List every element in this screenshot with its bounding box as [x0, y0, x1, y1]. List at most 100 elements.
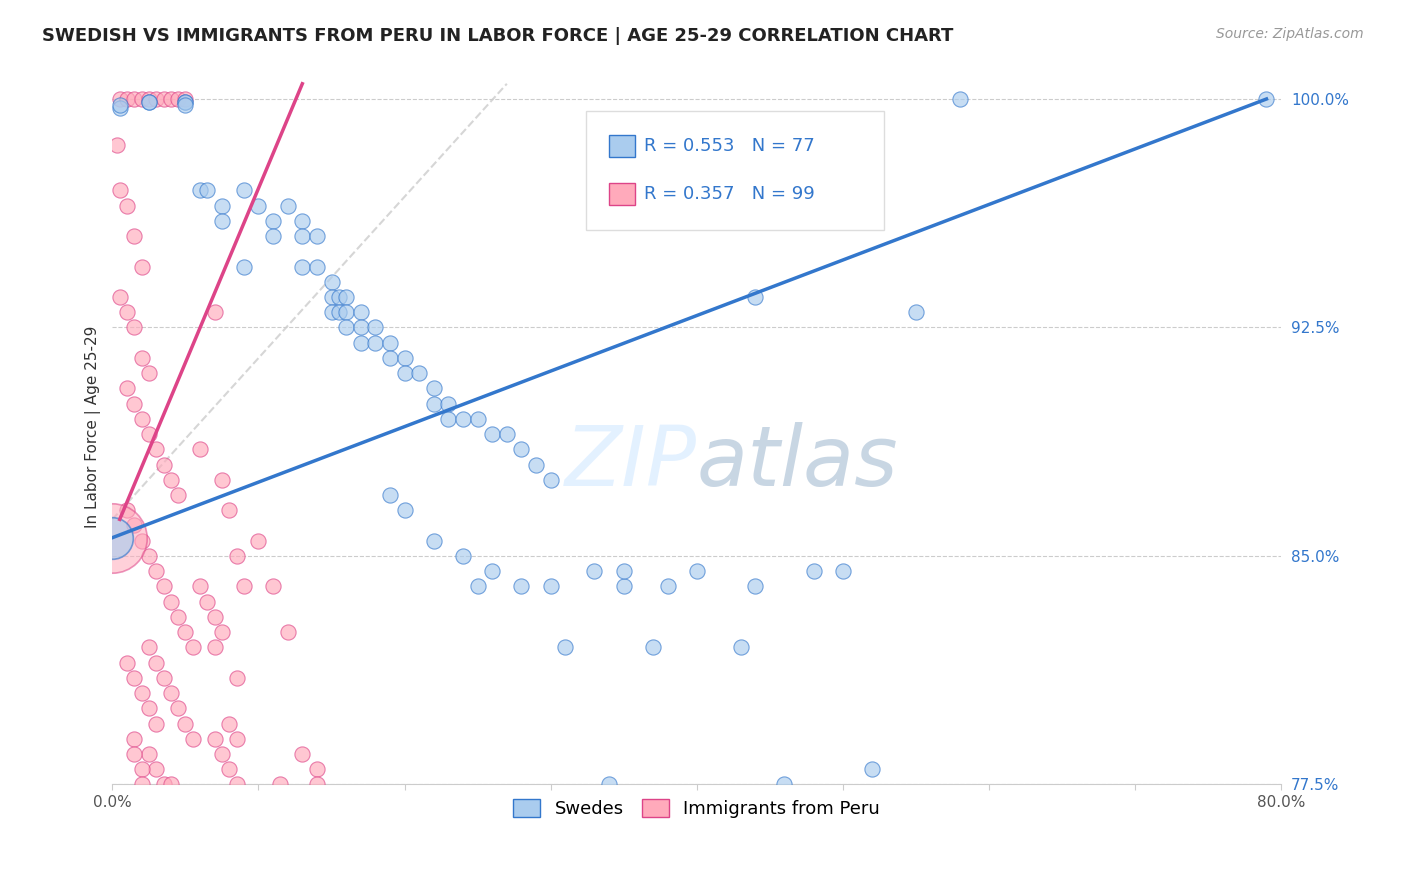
Point	[495, 427, 517, 442]
Point	[321, 275, 343, 289]
Point	[269, 777, 291, 791]
Point	[145, 656, 167, 670]
Point	[131, 92, 153, 106]
Point	[730, 640, 752, 655]
Point	[524, 458, 547, 472]
Point	[467, 579, 489, 593]
Point	[232, 183, 254, 197]
Point	[350, 305, 373, 319]
Point	[181, 823, 204, 838]
Point	[195, 594, 218, 608]
Point	[160, 92, 183, 106]
Point	[305, 762, 328, 776]
Point	[394, 351, 416, 365]
Point	[167, 488, 190, 502]
Point	[160, 884, 183, 892]
Point	[262, 792, 284, 806]
Legend: Swedes, Immigrants from Peru: Swedes, Immigrants from Peru	[506, 792, 887, 825]
Point	[467, 412, 489, 426]
Point	[108, 92, 131, 106]
Point	[138, 366, 160, 380]
Point	[160, 686, 183, 700]
Point	[115, 381, 138, 395]
Point	[277, 625, 299, 640]
Point	[657, 579, 679, 593]
Point	[232, 260, 254, 274]
Point	[108, 183, 131, 197]
Point	[860, 762, 883, 776]
Point	[291, 229, 314, 244]
Point	[481, 564, 503, 578]
Point	[131, 351, 153, 365]
Point	[174, 625, 197, 640]
Point	[124, 671, 146, 685]
FancyBboxPatch shape	[609, 183, 636, 204]
Point	[138, 549, 160, 563]
Point	[138, 792, 160, 806]
Point	[247, 823, 270, 838]
Point	[291, 214, 314, 228]
Point	[613, 564, 636, 578]
Point	[188, 442, 211, 457]
Point	[240, 808, 263, 822]
Text: Source: ZipAtlas.com: Source: ZipAtlas.com	[1216, 27, 1364, 41]
Point	[247, 199, 270, 213]
Point	[211, 199, 233, 213]
Point	[124, 731, 146, 746]
Point	[540, 473, 562, 487]
Point	[394, 366, 416, 380]
Point	[451, 412, 474, 426]
Point	[108, 290, 131, 304]
Point	[510, 442, 533, 457]
Point	[138, 808, 160, 822]
Point	[204, 305, 226, 319]
Point	[145, 564, 167, 578]
Point	[773, 777, 796, 791]
Point	[598, 777, 620, 791]
Point	[204, 610, 226, 624]
Point	[145, 442, 167, 457]
Point	[115, 305, 138, 319]
Point	[686, 564, 709, 578]
Point	[101, 531, 124, 545]
Point	[350, 320, 373, 334]
Point	[160, 473, 183, 487]
Point	[291, 747, 314, 761]
Point	[115, 503, 138, 517]
Point	[115, 92, 138, 106]
Point	[174, 808, 197, 822]
Point	[1256, 92, 1278, 106]
Point	[131, 777, 153, 791]
Point	[124, 518, 146, 533]
Point	[262, 214, 284, 228]
Point	[145, 92, 167, 106]
Point	[167, 610, 190, 624]
Point	[554, 640, 576, 655]
Point	[350, 335, 373, 350]
Point	[1358, 92, 1381, 106]
Point	[115, 656, 138, 670]
Point	[247, 533, 270, 548]
Point	[145, 762, 167, 776]
Point	[218, 716, 240, 731]
Point	[335, 290, 357, 304]
Point	[225, 731, 247, 746]
Point	[124, 229, 146, 244]
Point	[211, 473, 233, 487]
Point	[152, 671, 174, 685]
Point	[218, 503, 240, 517]
Point	[423, 381, 446, 395]
Point	[188, 579, 211, 593]
Text: ZIP: ZIP	[565, 422, 697, 503]
Text: R = 0.357   N = 99: R = 0.357 N = 99	[644, 185, 815, 202]
Point	[188, 183, 211, 197]
Point	[138, 427, 160, 442]
Point	[167, 92, 190, 106]
Point	[305, 777, 328, 791]
Point	[152, 458, 174, 472]
Y-axis label: In Labor Force | Age 25-29: In Labor Force | Age 25-29	[86, 326, 101, 528]
Point	[510, 579, 533, 593]
Point	[378, 488, 401, 502]
Point	[181, 731, 204, 746]
Point	[437, 412, 460, 426]
